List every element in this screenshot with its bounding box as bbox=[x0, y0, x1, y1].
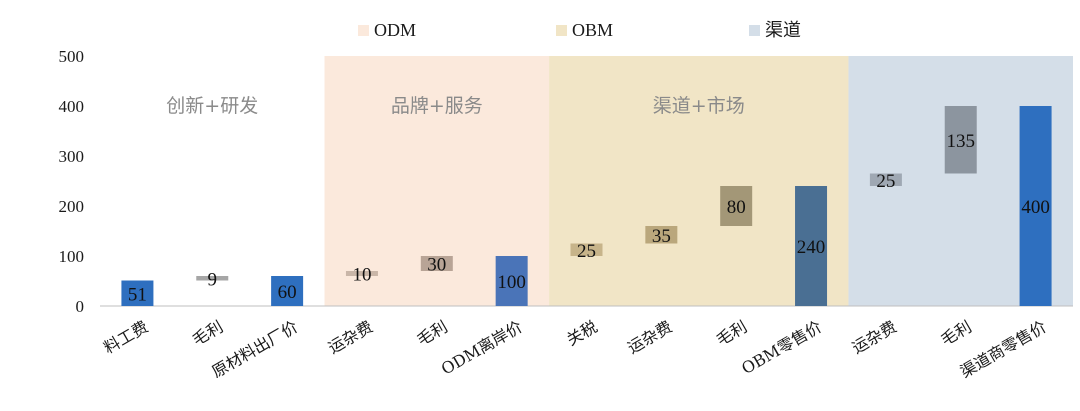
band-0 bbox=[100, 56, 325, 306]
x-tick-label: 渠道商零售价 bbox=[957, 317, 1050, 381]
y-axis: 0 100 200 300 400 500 bbox=[59, 47, 1073, 316]
y-tick-label: 100 bbox=[59, 247, 85, 266]
x-tick-label: ODM离岸价 bbox=[438, 317, 526, 379]
data-label: 51 bbox=[128, 284, 147, 305]
band-label: 品牌+服务 bbox=[391, 95, 483, 117]
data-label: 135 bbox=[946, 131, 975, 152]
y-tick-label: 300 bbox=[59, 147, 85, 166]
x-tick-label: 毛利 bbox=[414, 317, 451, 349]
bar bbox=[645, 226, 678, 244]
legend: ODM OBM 渠道 bbox=[358, 20, 801, 40]
x-tick-label: 关税 bbox=[563, 317, 600, 349]
x-tick-label: 料工费 bbox=[100, 317, 151, 357]
data-label: 35 bbox=[652, 226, 671, 247]
bar bbox=[1019, 106, 1052, 306]
bar bbox=[271, 276, 304, 306]
data-label: 25 bbox=[876, 171, 895, 192]
x-tick-label: 毛利 bbox=[938, 317, 975, 349]
x-tick-label: 运杂费 bbox=[325, 317, 376, 357]
x-tick-label: 毛利 bbox=[189, 317, 226, 349]
bar bbox=[345, 271, 378, 276]
legend-label: ODM bbox=[374, 20, 416, 40]
data-label: 25 bbox=[577, 241, 596, 262]
bar bbox=[420, 256, 453, 271]
band-backgrounds: 创新+研发 品牌+服务 渠道+市场 bbox=[100, 56, 1073, 306]
data-label: 60 bbox=[278, 282, 297, 303]
data-label: 240 bbox=[797, 237, 826, 258]
bar bbox=[121, 280, 154, 306]
y-tick-label: 0 bbox=[76, 297, 85, 316]
data-label: 10 bbox=[352, 265, 371, 286]
legend-swatch bbox=[749, 25, 760, 36]
bar bbox=[570, 243, 603, 256]
legend-label: 渠道 bbox=[765, 20, 801, 40]
y-tick-label: 400 bbox=[59, 97, 85, 116]
data-label: 9 bbox=[208, 269, 218, 290]
bar bbox=[495, 256, 528, 306]
bar bbox=[795, 186, 828, 306]
bar bbox=[196, 276, 229, 281]
data-label: 80 bbox=[727, 197, 746, 218]
y-tick-label: 200 bbox=[59, 197, 85, 216]
x-tick-label: 毛利 bbox=[713, 317, 750, 349]
legend-swatch bbox=[556, 25, 567, 36]
x-tick-label: OBM零售价 bbox=[738, 317, 825, 378]
y-tick-label: 500 bbox=[59, 47, 85, 66]
bar bbox=[869, 173, 902, 186]
bars bbox=[121, 106, 1052, 306]
bar bbox=[720, 186, 753, 226]
value-labels: 51 9 60 10 30 100 25 35 80 240 25 135 400 bbox=[128, 131, 1050, 306]
bar bbox=[944, 106, 977, 174]
data-label: 400 bbox=[1021, 197, 1050, 218]
x-tick-label: 运杂费 bbox=[624, 317, 675, 357]
legend-label: OBM bbox=[572, 20, 613, 40]
x-tick-label: 运杂费 bbox=[849, 317, 900, 357]
data-label: 100 bbox=[497, 272, 526, 293]
data-label: 30 bbox=[427, 255, 446, 276]
band-label: 创新+研发 bbox=[166, 95, 258, 117]
legend-swatch bbox=[358, 25, 369, 36]
band-label: 渠道+市场 bbox=[653, 95, 745, 117]
